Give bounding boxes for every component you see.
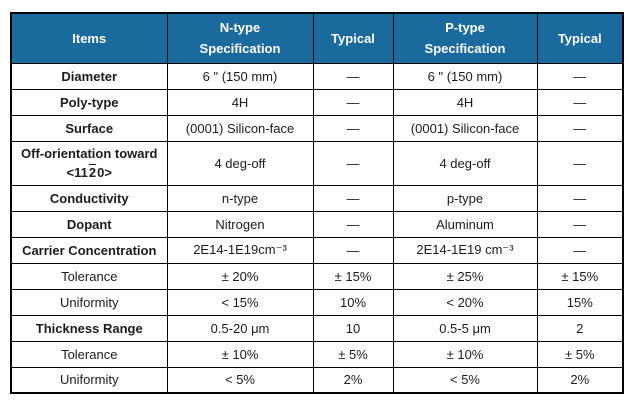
n-spec-cell: (0001) Silicon-face [166, 114, 314, 142]
p-typical-cell: 15% [536, 288, 624, 316]
n-typical-cell: ± 15% [312, 262, 394, 290]
n-spec-cell: < 15% [166, 288, 314, 316]
p-spec-cell: 4 deg-off [392, 140, 538, 186]
row-poly-type: Poly-type 4H — 4H — [10, 88, 624, 116]
p-typical-cell: — [536, 184, 624, 212]
row-diameter: Diameter 6 " (150 mm) — 6 " (150 mm) — [10, 62, 624, 90]
n-spec-cell: n-type [166, 184, 314, 212]
p-typical-cell: 2% [536, 366, 624, 394]
header-row: Items N-type Specification Typical P-typ… [10, 12, 624, 64]
p-spec-cell: < 20% [392, 288, 538, 316]
n-spec-cell: ± 20% [166, 262, 314, 290]
n-spec-cell: < 5% [166, 366, 314, 394]
header-items-label: Items [72, 30, 107, 46]
n-typical-cell: 10 [312, 314, 394, 342]
p-spec-cell: 2E14-1E19 cm⁻³ [392, 236, 538, 264]
n-typical-cell: — [312, 114, 394, 142]
p-typical-cell: — [536, 62, 624, 90]
p-typical-cell: ± 15% [536, 262, 624, 290]
row-surface: Surface (0001) Silicon-face — (0001) Sil… [10, 114, 624, 142]
overline-digit: 2 [88, 165, 97, 180]
n-typical-cell: — [312, 88, 394, 116]
item-label: Uniformity [10, 288, 168, 316]
p-typical-cell: ± 5% [536, 340, 624, 368]
row-thickness-uniformity: Uniformity < 5% 2% < 5% 2% [10, 366, 624, 394]
row-thickness-tolerance: Tolerance ± 10% ± 5% ± 10% ± 5% [10, 340, 624, 368]
row-dopant: Dopant Nitrogen — Aluminum — [10, 210, 624, 238]
row-thickness-range: Thickness Range 0.5-20 μm 10 0.5-5 μm 2 [10, 314, 624, 342]
p-typical-cell: 2 [536, 314, 624, 342]
n-spec-cell: 4H [166, 88, 314, 116]
header-cell-n-type-specification: N-type Specification [166, 12, 314, 64]
p-spec-cell: p-type [392, 184, 538, 212]
n-type-label: N-type [219, 20, 261, 36]
row-cc-uniformity: Uniformity < 15% 10% < 20% 15% [10, 288, 624, 316]
p-typical-label: Typical [557, 30, 602, 46]
p-spec-cell: ± 25% [392, 262, 538, 290]
p-spec-cell: 0.5-5 μm [392, 314, 538, 342]
item-label: Tolerance [10, 262, 168, 290]
item-label: Diameter [10, 62, 168, 90]
item-label: Poly-type [10, 88, 168, 116]
item-label: Off-orientation toward <1120> [10, 140, 168, 186]
item-label: Surface [10, 114, 168, 142]
p-specification-label: Specification [424, 41, 506, 57]
row-off-orientation: Off-orientation toward <1120> 4 deg-off … [10, 140, 624, 186]
p-spec-cell: 4H [392, 88, 538, 116]
row-cc-tolerance: Tolerance ± 20% ± 15% ± 25% ± 15% [10, 262, 624, 290]
p-type-label: P-type [445, 20, 485, 36]
n-typical-cell: 2% [312, 366, 394, 394]
p-typical-cell: — [536, 140, 624, 186]
item-label: Conductivity [10, 184, 168, 212]
n-typical-cell: — [312, 210, 394, 238]
p-spec-cell: (0001) Silicon-face [392, 114, 538, 142]
off-orientation-line2: <1120> [66, 165, 112, 180]
item-label: Dopant [10, 210, 168, 238]
row-conductivity: Conductivity n-type — p-type — [10, 184, 624, 212]
p-spec-cell: 6 " (150 mm) [392, 62, 538, 90]
n-typical-cell: 10% [312, 288, 394, 316]
n-typical-cell: — [312, 184, 394, 212]
p-spec-cell: Aluminum [392, 210, 538, 238]
n-spec-cell: 2E14-1E19cm⁻³ [166, 236, 314, 264]
n-spec-cell: 0.5-20 μm [166, 314, 314, 342]
n-typical-label: Typical [331, 30, 375, 46]
p-typical-cell: — [536, 236, 624, 264]
off-orientation-line1: Off-orientation toward [21, 146, 158, 161]
header-cell-p-typical: Typical [536, 12, 624, 64]
item-label: Thickness Range [10, 314, 168, 342]
header-cell-p-type-specification: P-type Specification [392, 12, 538, 64]
spec-table-container: Items N-type Specification Typical P-typ… [10, 12, 624, 394]
p-typical-cell: — [536, 114, 624, 142]
n-spec-cell: 4 deg-off [166, 140, 314, 186]
n-typical-cell: — [312, 140, 394, 186]
item-label: Tolerance [10, 340, 168, 368]
header-cell-items: Items [10, 12, 168, 64]
p-typical-cell: — [536, 210, 624, 238]
n-spec-cell: 6 " (150 mm) [166, 62, 314, 90]
n-typical-cell: ± 5% [312, 340, 394, 368]
header-cell-n-typical: Typical [312, 12, 394, 64]
n-specification-label: Specification [199, 41, 281, 57]
wafer-spec-table: Items N-type Specification Typical P-typ… [10, 12, 624, 394]
row-carrier-concentration: Carrier Concentration 2E14-1E19cm⁻³ — 2E… [10, 236, 624, 264]
n-spec-cell: ± 10% [166, 340, 314, 368]
item-label: Uniformity [10, 366, 168, 394]
n-typical-cell: — [312, 62, 394, 90]
n-spec-cell: Nitrogen [166, 210, 314, 238]
p-typical-cell: — [536, 88, 624, 116]
n-typical-cell: — [312, 236, 394, 264]
item-label: Carrier Concentration [10, 236, 168, 264]
p-spec-cell: ± 10% [392, 340, 538, 368]
p-spec-cell: < 5% [392, 366, 538, 394]
